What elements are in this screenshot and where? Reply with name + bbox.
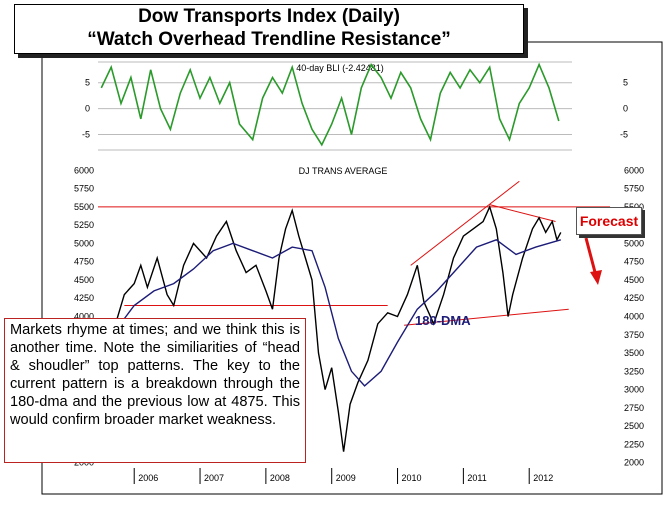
- title-line-2: “Watch Overhead Trendline Resistance”: [87, 29, 451, 50]
- price-ytick-left: 4750: [74, 257, 94, 267]
- overhead-trendline: [489, 204, 556, 222]
- price-title: DJ TRANS AVERAGE: [299, 166, 388, 176]
- price-ytick-right: 5000: [624, 238, 644, 248]
- forecast-arrow-shaft: [584, 237, 598, 277]
- dma-label: 180-DMA: [415, 313, 471, 328]
- price-xtick: 2012: [533, 473, 553, 483]
- dma-line: [100, 239, 561, 387]
- price-ytick-right: 2750: [624, 403, 644, 413]
- price-ytick-right: 4250: [624, 293, 644, 303]
- price-ytick-right: 5500: [624, 202, 644, 212]
- bli-ytick-right: -5: [620, 129, 628, 139]
- price-ytick-left: 5000: [74, 238, 94, 248]
- price-ytick-left: 4000: [74, 312, 94, 322]
- price-ytick-left: 5250: [74, 220, 94, 230]
- bli-line: [100, 62, 560, 147]
- upper-channel-line: [410, 180, 520, 266]
- price-xtick: 2009: [336, 473, 356, 483]
- commentary-box: Markets rhyme at times; and we think thi…: [4, 318, 306, 463]
- price-ytick-left: 6000: [74, 165, 94, 175]
- title-line-1: Dow Transports Index (Daily): [138, 6, 400, 27]
- price-ytick-right: 2500: [624, 421, 644, 431]
- price-ytick-left: 5750: [74, 184, 94, 194]
- bli-ytick-right: 0: [623, 104, 628, 114]
- price-ytick-right: 3500: [624, 348, 644, 358]
- price-line: [100, 204, 562, 452]
- price-ytick-right: 2250: [624, 439, 644, 449]
- bli-title: 40-day BLI (-2.42481): [296, 63, 384, 73]
- forecast-label: Forecast: [576, 207, 642, 235]
- title-box: Dow Transports Index (Daily) “Watch Over…: [14, 4, 524, 54]
- price-ytick-right: 4000: [624, 312, 644, 322]
- price-xtick: 2008: [270, 473, 290, 483]
- price-ytick-right: 2000: [624, 458, 644, 468]
- bli-ytick-left: 0: [85, 104, 90, 114]
- price-ytick-right: 3250: [624, 366, 644, 376]
- commentary-text: Markets rhyme at times; and we think thi…: [10, 322, 300, 428]
- bli-ytick-left: -5: [82, 129, 90, 139]
- lower-channel-line: [404, 308, 569, 326]
- bli-ytick-left: 5: [85, 78, 90, 88]
- bli-ytick-right: 5: [623, 78, 628, 88]
- price-ytick-right: 3750: [624, 330, 644, 340]
- price-ytick-right: 4500: [624, 275, 644, 285]
- price-ytick-left: 4250: [74, 293, 94, 303]
- price-ytick-right: 4750: [624, 257, 644, 267]
- price-xtick: 2011: [467, 473, 486, 483]
- price-xtick: 2006: [138, 473, 158, 483]
- price-ytick-right: 3000: [624, 385, 644, 395]
- price-ytick-left: 4500: [74, 275, 94, 285]
- price-xtick: 2007: [204, 473, 224, 483]
- price-ytick-right: 6000: [624, 165, 644, 175]
- forecast-arrow-head: [590, 270, 602, 285]
- price-ytick-left: 5500: [74, 202, 94, 212]
- price-ytick-right: 5750: [624, 184, 644, 194]
- price-xtick: 2010: [402, 473, 422, 483]
- bli-panel: 40-day BLI (-2.42481) -5 -5 0 0 5 5: [82, 61, 628, 151]
